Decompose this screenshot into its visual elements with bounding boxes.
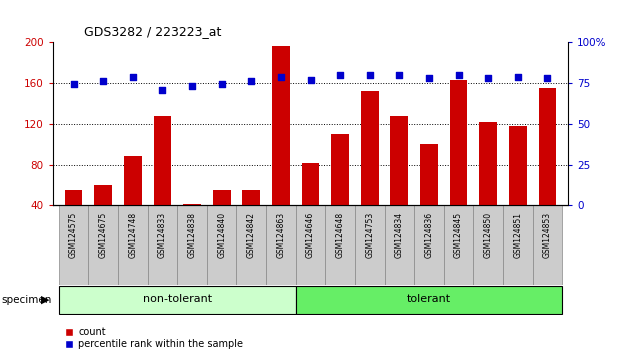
- Bar: [503, 205, 533, 285]
- Bar: [59, 205, 88, 285]
- Bar: [479, 122, 497, 205]
- Bar: [148, 205, 177, 285]
- Text: tolerant: tolerant: [407, 295, 451, 304]
- Bar: [355, 205, 384, 285]
- Point: [543, 75, 553, 81]
- Point: [128, 74, 138, 80]
- Point: [247, 78, 256, 84]
- Text: ▶: ▶: [41, 295, 50, 305]
- Text: GSM124840: GSM124840: [217, 212, 226, 258]
- Bar: [533, 205, 562, 285]
- Point: [424, 75, 434, 81]
- Bar: [59, 286, 296, 314]
- Bar: [296, 286, 562, 314]
- Bar: [118, 205, 148, 285]
- Bar: [509, 126, 527, 205]
- Bar: [361, 91, 379, 205]
- Bar: [183, 204, 201, 205]
- Bar: [177, 205, 207, 285]
- Text: GSM124863: GSM124863: [276, 212, 286, 258]
- Bar: [444, 205, 473, 285]
- Bar: [450, 80, 468, 205]
- Bar: [384, 205, 414, 285]
- Point: [217, 81, 227, 87]
- Text: GSM124575: GSM124575: [69, 212, 78, 258]
- Text: GSM124834: GSM124834: [395, 212, 404, 258]
- Point: [187, 84, 197, 89]
- Text: GSM124851: GSM124851: [514, 212, 522, 258]
- Text: GDS3282 / 223223_at: GDS3282 / 223223_at: [84, 25, 221, 38]
- Text: GSM124853: GSM124853: [543, 212, 552, 258]
- Bar: [331, 134, 349, 205]
- Bar: [88, 205, 118, 285]
- Point: [306, 77, 315, 83]
- Bar: [237, 205, 266, 285]
- Point: [98, 78, 108, 84]
- Point: [513, 74, 523, 80]
- Bar: [242, 190, 260, 205]
- Bar: [473, 205, 503, 285]
- Bar: [65, 190, 83, 205]
- Point: [394, 72, 404, 78]
- Bar: [414, 205, 444, 285]
- Text: GSM124833: GSM124833: [158, 212, 167, 258]
- Point: [454, 72, 464, 78]
- Bar: [94, 185, 112, 205]
- Legend: count, percentile rank within the sample: count, percentile rank within the sample: [64, 327, 243, 349]
- Point: [276, 74, 286, 80]
- Bar: [302, 162, 319, 205]
- Point: [68, 81, 78, 87]
- Text: GSM124748: GSM124748: [129, 212, 137, 258]
- Bar: [124, 156, 142, 205]
- Bar: [272, 46, 290, 205]
- Bar: [296, 205, 325, 285]
- Bar: [391, 116, 408, 205]
- Bar: [420, 144, 438, 205]
- Point: [365, 72, 374, 78]
- Text: GSM124842: GSM124842: [247, 212, 256, 258]
- Point: [483, 75, 493, 81]
- Point: [335, 72, 345, 78]
- Text: GSM124646: GSM124646: [306, 212, 315, 258]
- Text: non-tolerant: non-tolerant: [143, 295, 212, 304]
- Text: GSM124838: GSM124838: [188, 212, 196, 258]
- Text: GSM124836: GSM124836: [425, 212, 433, 258]
- Bar: [207, 205, 237, 285]
- Text: GSM124675: GSM124675: [99, 212, 107, 258]
- Text: GSM124850: GSM124850: [484, 212, 492, 258]
- Text: specimen: specimen: [1, 295, 52, 305]
- Bar: [538, 88, 556, 205]
- Text: GSM124753: GSM124753: [365, 212, 374, 258]
- Bar: [213, 190, 230, 205]
- Text: GSM124845: GSM124845: [454, 212, 463, 258]
- Bar: [325, 205, 355, 285]
- Point: [157, 87, 167, 93]
- Bar: [153, 116, 171, 205]
- Text: GSM124648: GSM124648: [335, 212, 345, 258]
- Bar: [266, 205, 296, 285]
